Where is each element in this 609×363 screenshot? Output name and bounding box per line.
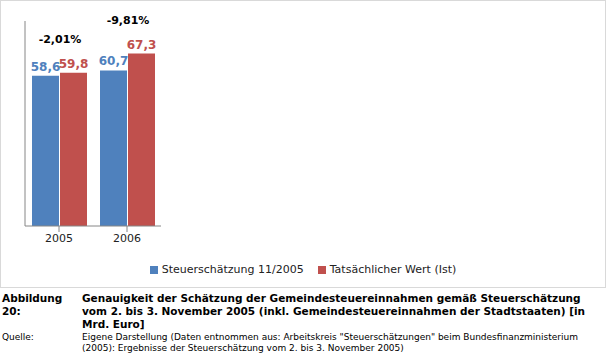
svg-text:-2,01%: -2,01% <box>39 33 82 46</box>
html-text:Eigene Darstellung (Daten entn: Eigene Darstellung (Daten entnommen aus:… <box>82 332 578 353</box>
html-text:Tatsächlicher Wert (Ist): Tatsächlicher Wert (Ist) <box>329 263 457 276</box>
svg-text:58,6: 58,6 <box>31 60 61 74</box>
html-text:Genauigkeit der Schätzung der: Genauigkeit der Schätzung der Gemeindest… <box>82 292 586 330</box>
html-text:Steuerschätzung 11/2005: Steuerschätzung 11/2005 <box>161 263 304 276</box>
svg-text:67,3: 67,3 <box>127 38 157 52</box>
html-text:Abbildung 20:: Abbildung 20: <box>2 292 63 317</box>
svg-text:2005: 2005 <box>45 232 73 245</box>
svg-text:60,7: 60,7 <box>99 54 129 68</box>
svg-text:59,8: 59,8 <box>59 57 89 71</box>
svg-text:-9,81%: -9,81% <box>107 14 150 27</box>
svg-text:2006: 2006 <box>113 232 141 245</box>
html-text:Quelle:: Quelle: <box>2 332 34 342</box>
